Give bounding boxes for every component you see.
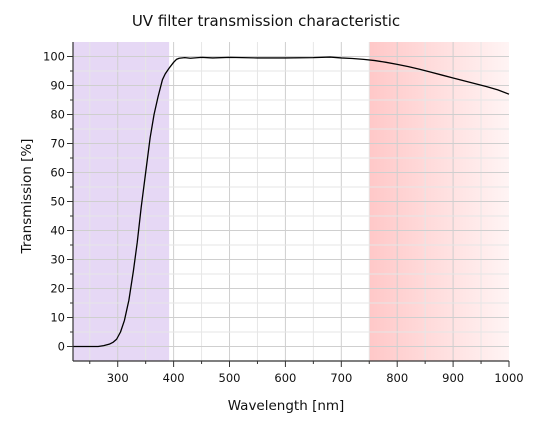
y-tick-label: 10	[50, 311, 65, 325]
x-tick-label: 300	[107, 371, 129, 385]
y-tick-label: 100	[43, 50, 65, 64]
x-axis-title: Wavelength [nm]	[228, 398, 345, 414]
x-tick-label: 900	[442, 371, 464, 385]
y-axis-title: Transmission [%]	[19, 139, 35, 255]
chart-title: UV filter transmission characteristic	[132, 12, 400, 30]
x-tick-label: 500	[219, 371, 241, 385]
y-axis-ticks: 0 10 20 30 40 50 60 70 80 90 100	[43, 50, 73, 354]
series-line-1	[73, 56, 510, 348]
series-layer	[73, 56, 510, 348]
y-tick-label: 40	[50, 224, 65, 238]
y-tick-label: 60	[50, 166, 65, 180]
y-tick-label: 80	[50, 108, 65, 122]
y-tick-label: 50	[50, 195, 65, 209]
x-axis-ticks: 300 400 500 600 700 800 900 1000	[89, 361, 524, 385]
x-tick-label: 1000	[494, 371, 523, 385]
x-tick-label: 800	[386, 371, 408, 385]
y-tick-label: 0	[58, 340, 65, 354]
x-tick-label: 600	[274, 371, 296, 385]
x-tick-label: 700	[330, 371, 352, 385]
x-tick-label: 400	[163, 371, 185, 385]
y-tick-label: 70	[50, 137, 65, 151]
y-tick-label: 90	[50, 79, 65, 93]
y-tick-label: 20	[50, 282, 65, 296]
y-tick-label: 30	[50, 253, 65, 267]
grid-lines	[73, 42, 509, 361]
